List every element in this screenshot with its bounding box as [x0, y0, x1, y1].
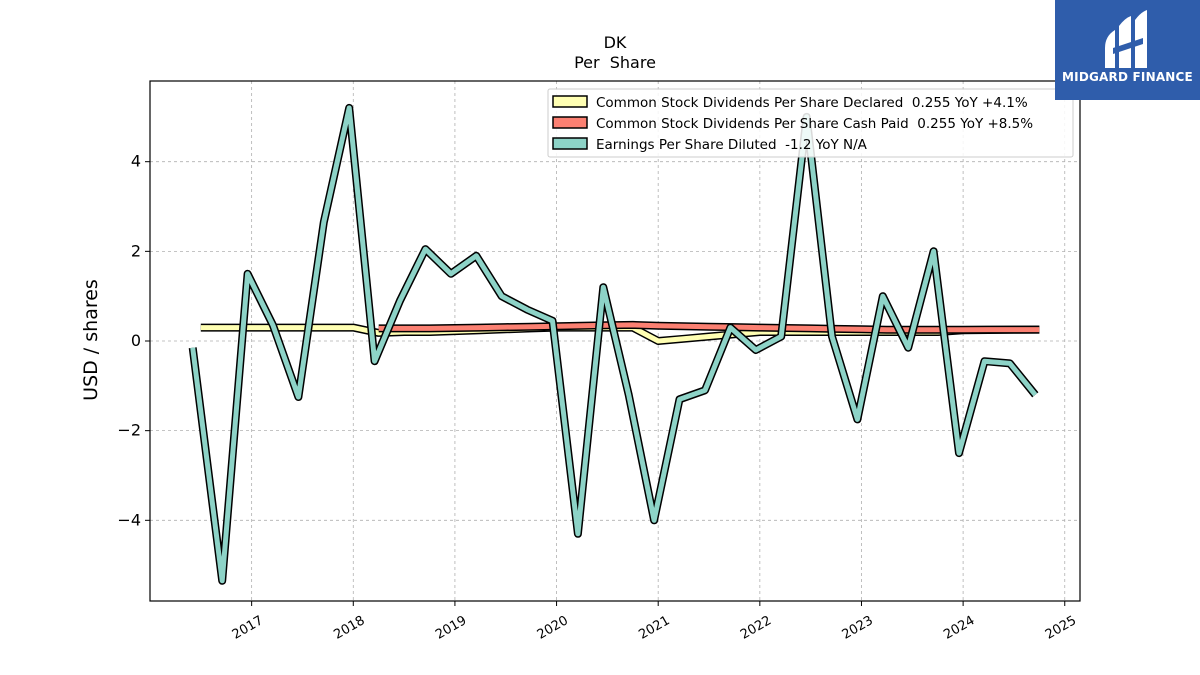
legend-swatch [552, 116, 588, 129]
y-tick-label: 0 [131, 331, 141, 350]
y-tick-label: 4 [131, 152, 141, 171]
series-2-line [190, 105, 1038, 584]
x-tick-label: 2023 [840, 613, 876, 643]
legend-swatch [552, 95, 588, 108]
x-tick-label: 2017 [230, 613, 266, 643]
x-axis: 2017 2018 2019 2020 2021 2022 2023 2024 2025 [230, 601, 1079, 643]
legend-entry: Earnings Per Share Diluted -1.2 YoY N/A [596, 137, 868, 153]
legend: Common Stock Dividends Per Share Declare… [547, 88, 1074, 158]
x-tick-label: 2019 [433, 613, 469, 643]
chart-title: DK [604, 33, 627, 52]
series-1-line [378, 322, 1040, 333]
y-axis: −4 −2 0 2 4 [117, 152, 150, 529]
x-tick-label: 2024 [941, 613, 977, 643]
y-tick-label: −2 [117, 421, 141, 440]
plot-frame [149, 80, 1081, 602]
series-lines [188, 103, 1040, 585]
x-tick-label: 2025 [1043, 613, 1079, 643]
midgard-logo-icon [1105, 10, 1147, 68]
chart-subtitle: Per Share [574, 53, 656, 72]
legend-entry: Common Stock Dividends Per Share Declare… [596, 95, 1028, 111]
x-tick-label: 2022 [738, 613, 774, 643]
y-tick-label: 2 [131, 241, 141, 260]
y-tick-label: −4 [117, 510, 141, 529]
legend-entry: Common Stock Dividends Per Share Cash Pa… [596, 116, 1033, 132]
x-tick-label: 2020 [535, 613, 571, 643]
x-tick-label: 2018 [331, 613, 367, 643]
brand-name: MIDGARD FINANCE [1062, 70, 1193, 84]
legend-box [547, 88, 1074, 158]
midgard-finance-logo: MIDGARD FINANCE [1055, 0, 1200, 100]
legend-swatch [552, 137, 588, 150]
x-tick-label: 2021 [636, 613, 672, 643]
y-axis-label: USD / shares [80, 279, 102, 401]
